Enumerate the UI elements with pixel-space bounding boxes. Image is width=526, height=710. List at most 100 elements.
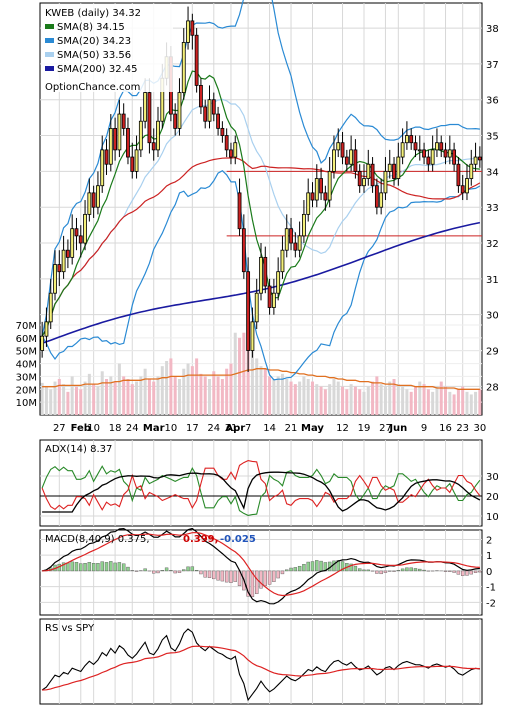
- macd-histogram-bar: [380, 571, 383, 574]
- volume-bar: [75, 387, 78, 415]
- volume-tick-label: 50M: [16, 347, 37, 358]
- candle-body: [259, 257, 262, 293]
- x-tick-label: 24: [126, 423, 139, 434]
- candle-body: [277, 272, 280, 293]
- candle-body: [152, 143, 155, 150]
- volume-bar: [238, 338, 241, 415]
- macd-histogram-bar: [71, 562, 74, 571]
- macd-histogram-bar: [174, 571, 177, 573]
- macd-histogram-bar: [79, 564, 82, 571]
- macd-histogram-bar: [384, 571, 387, 573]
- y-tick-label: 28: [486, 382, 499, 393]
- candle-body: [45, 322, 48, 336]
- macd-histogram-bar: [178, 571, 181, 573]
- candle-body: [204, 107, 207, 121]
- volume-bar: [375, 376, 378, 415]
- candle-body: [114, 128, 117, 149]
- volume-bar: [272, 379, 275, 415]
- candle-body: [354, 150, 357, 171]
- volume-bar: [118, 364, 121, 415]
- volume-bar: [367, 387, 370, 415]
- candle-body: [92, 193, 95, 207]
- candle-body: [217, 114, 220, 128]
- candle-body: [58, 265, 61, 272]
- volume-bar: [311, 382, 314, 415]
- volume-bar: [465, 392, 468, 415]
- volume-bar: [268, 376, 271, 415]
- volume-bar: [431, 392, 434, 415]
- macd-histogram-bar: [122, 564, 125, 571]
- volume-bar: [405, 389, 408, 415]
- candle-body: [397, 157, 400, 178]
- candle-body: [199, 85, 202, 106]
- y-tick-label: 30: [486, 311, 499, 322]
- volume-bar: [144, 369, 147, 415]
- macd-histogram-bar: [298, 566, 301, 571]
- macd-histogram-bar: [96, 563, 99, 571]
- candle-body: [247, 272, 250, 351]
- candle-body: [212, 100, 215, 114]
- volume-bar: [307, 379, 310, 415]
- y-tick-label: 0: [486, 567, 492, 578]
- volume-bar: [161, 366, 164, 415]
- candle-body: [453, 150, 456, 164]
- x-tick-label: Apr: [225, 423, 245, 434]
- macd-histogram-bar: [169, 570, 172, 571]
- x-tick-label: 30: [473, 423, 486, 434]
- y-tick-label: -1: [486, 583, 496, 594]
- macd-signal-value: 0.399,: [183, 534, 218, 545]
- candle-body: [62, 250, 65, 271]
- legend-label: SMA(200) 32.45: [57, 64, 138, 75]
- candle-body: [444, 150, 447, 157]
- macd-histogram-bar: [307, 562, 310, 571]
- macd-histogram-bar: [272, 571, 275, 582]
- candle-body: [290, 229, 293, 243]
- volume-bar: [435, 387, 438, 415]
- volume-bar: [384, 387, 387, 415]
- candle-body: [298, 236, 301, 250]
- volume-bar: [264, 369, 267, 415]
- volume-bar: [122, 376, 125, 415]
- candle-body: [470, 164, 473, 178]
- macd-histogram-bar: [165, 568, 168, 571]
- candle-body: [401, 143, 404, 157]
- volume-bar: [221, 379, 224, 415]
- candle-body: [320, 179, 323, 193]
- volume-bar: [165, 361, 168, 415]
- y-tick-label: 1: [486, 551, 492, 562]
- candle-body: [191, 21, 194, 35]
- candle-body: [388, 164, 391, 171]
- y-tick-label: 37: [486, 60, 499, 71]
- volume-bar: [345, 389, 348, 415]
- x-tick-label: 10: [87, 423, 100, 434]
- candle-body: [251, 322, 254, 351]
- x-tick-label: 24: [207, 423, 220, 434]
- candle-body: [182, 42, 185, 92]
- macd-histogram-bar: [461, 571, 464, 576]
- candle-body: [371, 164, 374, 185]
- volume-bar: [324, 389, 327, 415]
- volume-bar: [251, 348, 254, 415]
- legend-swatch: [45, 24, 54, 29]
- candle-body: [41, 336, 44, 350]
- macd-histogram-bar: [182, 570, 185, 571]
- volume-bar: [49, 389, 52, 415]
- volume-bar: [388, 382, 391, 415]
- x-tick-label: 27: [53, 423, 66, 434]
- candle-body: [440, 143, 443, 150]
- macd-histogram-bar: [109, 561, 112, 571]
- x-tick-label: 12: [336, 423, 349, 434]
- macd-histogram-bar: [144, 569, 147, 571]
- candle-body: [427, 157, 430, 164]
- candle-body: [332, 150, 335, 171]
- macd-histogram-bar: [75, 562, 78, 571]
- volume-bar: [444, 387, 447, 415]
- macd-histogram-bar: [212, 571, 215, 579]
- panel-frame: [40, 619, 482, 704]
- candle-body: [221, 128, 224, 135]
- volume-bar: [96, 387, 99, 415]
- macd-histogram-bar: [358, 569, 361, 571]
- volume-bar: [427, 389, 430, 415]
- volume-bar: [174, 376, 177, 415]
